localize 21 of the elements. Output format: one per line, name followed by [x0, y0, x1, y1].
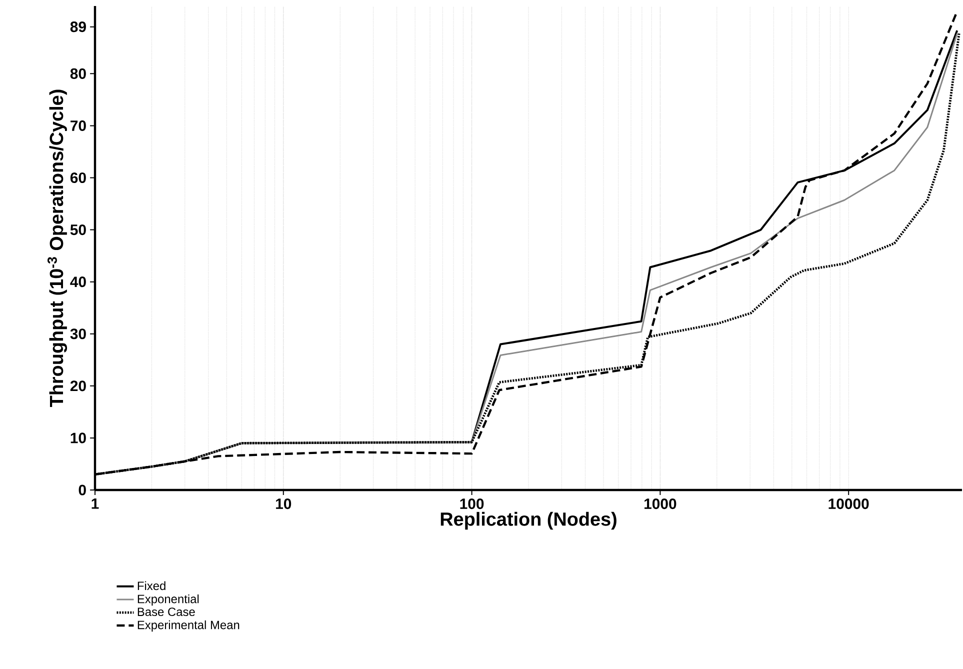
y-tick-label: 89: [70, 22, 86, 32]
y-tick-label: 60: [70, 172, 86, 184]
x-tick-label: 100: [460, 498, 484, 510]
legend-label: Fixed: [138, 581, 166, 590]
legend-label: Experimental Mean: [138, 620, 240, 632]
y-axis-title: Throughput (10$^{-3}$ Operations/Cycle): [48, 90, 68, 407]
x-tick-label: 1: [92, 498, 99, 509]
y-tick-label: 40: [70, 276, 86, 288]
x-axis-title: Replication (Nodes): [440, 512, 616, 530]
legend-label: Exponential: [138, 594, 199, 606]
legend-label: Base Case: [138, 608, 195, 616]
y-tick-label: 0: [78, 484, 86, 496]
y-tick-label: 10: [70, 432, 86, 444]
y-tick-label: 30: [70, 328, 86, 340]
x-tick-label: 10000: [828, 498, 869, 510]
y-tick-label: 70: [70, 120, 86, 131]
y-tick-label: 20: [70, 380, 86, 392]
x-tick-label: 10: [276, 498, 292, 510]
y-tick-label: 50: [70, 224, 86, 236]
y-tick-label: 80: [70, 68, 86, 79]
x-tick-label: 1000: [644, 498, 676, 510]
